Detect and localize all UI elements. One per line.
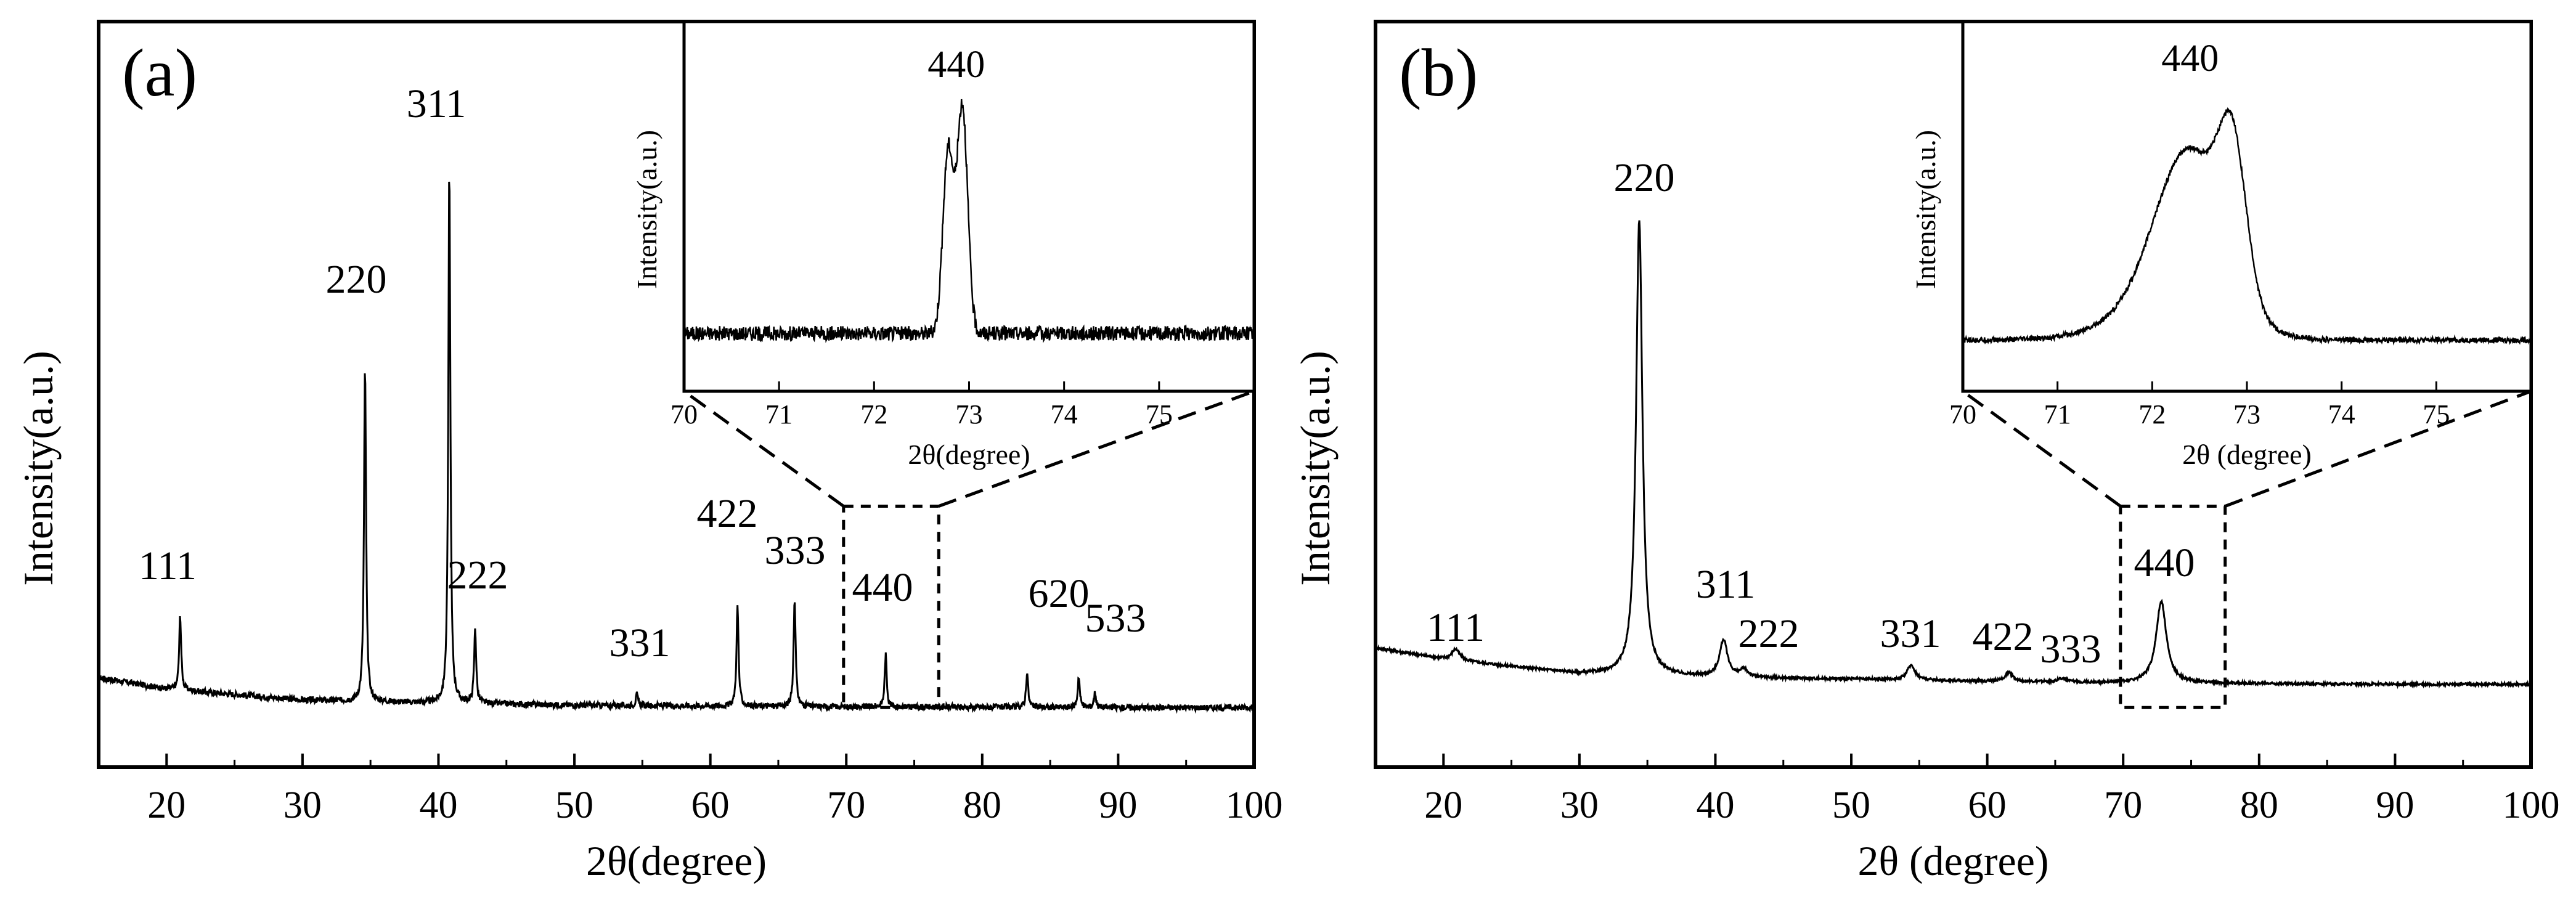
- inset-plot: 70 71 72 73 74 75 2θ (degree) Intensity(a.u.) 44…: [1910, 20, 2533, 470]
- plot-frame: [1374, 20, 2533, 769]
- inset-x-tick-label: 74: [1051, 399, 1078, 429]
- y-axis-label: Intensity(a.u.): [15, 351, 62, 585]
- x-tick-label: 60: [1968, 784, 2007, 826]
- x-tick-label: 90: [1099, 784, 1137, 826]
- y-axis-label: Intensity(a.u.): [1292, 351, 1339, 585]
- x-tick-label: 100: [1226, 784, 1283, 826]
- x-tick-label: 100: [2503, 784, 2560, 826]
- x-tick-label: 40: [1696, 784, 1734, 826]
- peak-label-222: 222: [1738, 611, 1800, 656]
- x-tick-label: 80: [963, 784, 1001, 826]
- peak-label-111: 111: [1427, 605, 1485, 650]
- peak-label-222: 222: [447, 553, 508, 598]
- panel-label: (b): [1399, 35, 1478, 110]
- inset-x-axis-label: 2θ(degree): [908, 439, 1030, 470]
- xrd-pattern-line: [98, 181, 1255, 714]
- panel-a: 20 30 40 50 60 70 80 90 100 2θ(degree) Intensity(a…: [15, 20, 1283, 884]
- panel-b: 20 30 40 50 60 70 80 90 100 2θ (degree) Intensity(…: [1292, 20, 2560, 884]
- panel-label: (a): [122, 35, 197, 110]
- peak-label-331: 331: [609, 620, 670, 665]
- inset-plot: 70 71 72 73 74 75 2θ(degree) Intensity(a.u.) 440: [631, 20, 1256, 470]
- inset-x-tick-label: 73: [956, 399, 983, 429]
- peak-label-331: 331: [1880, 611, 1941, 656]
- inset-x-tick-label: 74: [2328, 399, 2355, 429]
- inset-x-tick-label: 70: [670, 399, 698, 429]
- peak-label-620: 620: [1029, 571, 1090, 616]
- peak-label-533: 533: [1085, 596, 1146, 641]
- zoom-connector-left: [683, 389, 845, 508]
- peak-label-440: 440: [2134, 540, 2195, 585]
- x-tick-label: 30: [1560, 784, 1599, 826]
- zoom-box: [842, 505, 940, 709]
- inset-y-axis-label: Intensity(a.u.): [631, 130, 662, 289]
- peak-label-333: 333: [765, 528, 826, 573]
- zoom-connector-left: [1962, 389, 2122, 508]
- zoom-connector-right: [2224, 389, 2532, 508]
- inset-x-tick-label: 72: [2138, 399, 2166, 429]
- x-tick-label: 20: [147, 784, 185, 826]
- x-tick-label: 70: [827, 784, 865, 826]
- x-tick-label: 50: [1832, 784, 1870, 826]
- x-axis-label: 2θ(degree): [586, 837, 767, 884]
- x-axis-label: 2θ (degree): [1857, 837, 2048, 884]
- inset-x-tick-label: 71: [2044, 399, 2071, 429]
- inset-x-tick-label: 75: [1146, 399, 1173, 429]
- peak-label-422: 422: [697, 491, 758, 536]
- xrd-pattern-line: [1374, 220, 2532, 689]
- peak-label-440: 440: [852, 565, 913, 610]
- inset-x-tick-label: 71: [765, 399, 793, 429]
- x-tick-label: 50: [555, 784, 593, 826]
- peak-label-220: 220: [1614, 155, 1675, 200]
- peak-label-311: 311: [407, 81, 467, 126]
- inset-x-tick-label: 75: [2423, 399, 2450, 429]
- inset-x-tick-label: 72: [860, 399, 887, 429]
- peak-label-311: 311: [1696, 562, 1756, 607]
- x-tick-label: 40: [419, 784, 457, 826]
- zoom-box: [2119, 505, 2227, 709]
- peak-label-111: 111: [139, 543, 197, 588]
- inset-y-axis-label: Intensity(a.u.): [1910, 130, 1941, 289]
- x-tick-label: 80: [2240, 784, 2278, 826]
- inset-x-tick-label: 73: [2233, 399, 2260, 429]
- peak-label-220: 220: [326, 257, 387, 302]
- plot-frame: [97, 20, 1256, 769]
- inset-peak-label: 440: [927, 44, 985, 86]
- inset-pattern-line: [683, 99, 1255, 343]
- inset-x-axis-label: 2θ (degree): [2182, 439, 2312, 470]
- x-tick-label: 20: [1424, 784, 1462, 826]
- x-tick-label: 30: [283, 784, 322, 826]
- x-tick-label: 60: [691, 784, 730, 826]
- x-tick-label: 70: [2104, 784, 2142, 826]
- inset-pattern-line: [1962, 107, 2532, 346]
- inset-peak-label: 440: [2161, 38, 2219, 79]
- x-tick-label: 90: [2376, 784, 2414, 826]
- peak-label-333: 333: [2040, 627, 2101, 672]
- inset-frame: [1961, 20, 2533, 393]
- inset-x-tick-label: 70: [1949, 399, 1976, 429]
- peak-label-422: 422: [1973, 614, 2034, 659]
